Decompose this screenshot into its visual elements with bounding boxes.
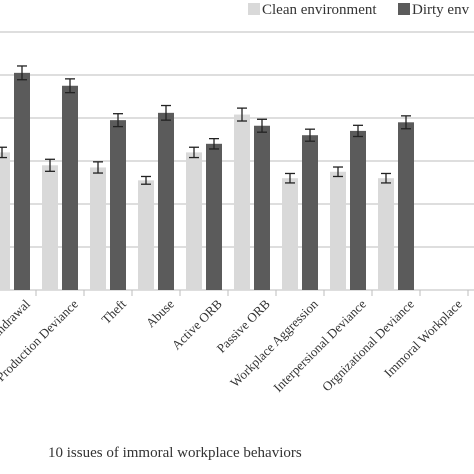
error-bar-dirty-3 — [161, 104, 171, 121]
bar-dirty-4 — [206, 143, 222, 290]
error-bar-dirty-6 — [305, 128, 315, 142]
legend-label-dirty: Dirty env — [412, 2, 470, 18]
error-bar-clean-3 — [141, 175, 151, 185]
bar-dirty-8 — [398, 122, 414, 290]
bar-dirty-7 — [350, 130, 366, 290]
bar-dirty-1 — [62, 85, 78, 290]
bar-clean-1 — [42, 165, 58, 290]
bar-clean-0 — [0, 152, 10, 290]
x-tick-label-6: Workplace Aggression — [227, 296, 321, 390]
bar-dirty-0 — [14, 72, 30, 290]
error-bar-dirty-1 — [65, 78, 75, 94]
bar-dirty-6 — [302, 135, 318, 290]
error-bar-clean-7 — [333, 166, 343, 178]
error-bar-dirty-0 — [17, 65, 27, 81]
error-bar-clean-6 — [285, 172, 295, 184]
bar-clean-6 — [282, 178, 298, 290]
bar-clean-5 — [234, 114, 250, 290]
error-bar-clean-4 — [189, 146, 199, 159]
x-axis-title: 10 issues of immoral workplace behaviors — [48, 445, 302, 461]
bars-group — [0, 72, 414, 291]
error-bar-clean-1 — [45, 158, 55, 172]
x-tick-label-3: Abuse — [143, 296, 177, 330]
x-axis-ticks — [35, 290, 469, 296]
bar-dirty-3 — [158, 112, 174, 290]
legend-swatch-dirty — [398, 3, 410, 15]
legend-label-clean: Clean environment — [262, 2, 377, 18]
error-bar-clean-2 — [93, 161, 103, 174]
error-bar-clean-8 — [381, 172, 391, 184]
x-tick-label-2: Theft — [98, 296, 129, 327]
x-tick-label-0: thdrawal — [0, 296, 33, 339]
legend-swatch-clean — [248, 3, 260, 15]
x-tick-label-7: Interpersional Deviance — [270, 296, 369, 395]
bar-clean-3 — [138, 180, 154, 290]
error-bar-clean-0 — [0, 146, 7, 159]
bar-dirty-5 — [254, 125, 270, 291]
bar-clean-8 — [378, 178, 394, 290]
bar-dirty-2 — [110, 120, 126, 291]
x-tick-label-8: Orgnizational Deviance — [319, 296, 417, 394]
bar-clean-7 — [330, 171, 346, 290]
legend: Clean environment Dirty env — [248, 2, 470, 18]
error-bar-dirty-4 — [209, 137, 219, 150]
error-bar-dirty-7 — [353, 124, 363, 138]
error-bar-dirty-5 — [257, 118, 267, 133]
error-bar-clean-5 — [237, 107, 247, 122]
error-bar-dirty-2 — [113, 113, 123, 128]
bar-clean-4 — [186, 152, 202, 290]
bar-clean-2 — [90, 167, 106, 290]
error-bar-dirty-8 — [401, 115, 411, 130]
error-bars-group — [0, 65, 411, 185]
